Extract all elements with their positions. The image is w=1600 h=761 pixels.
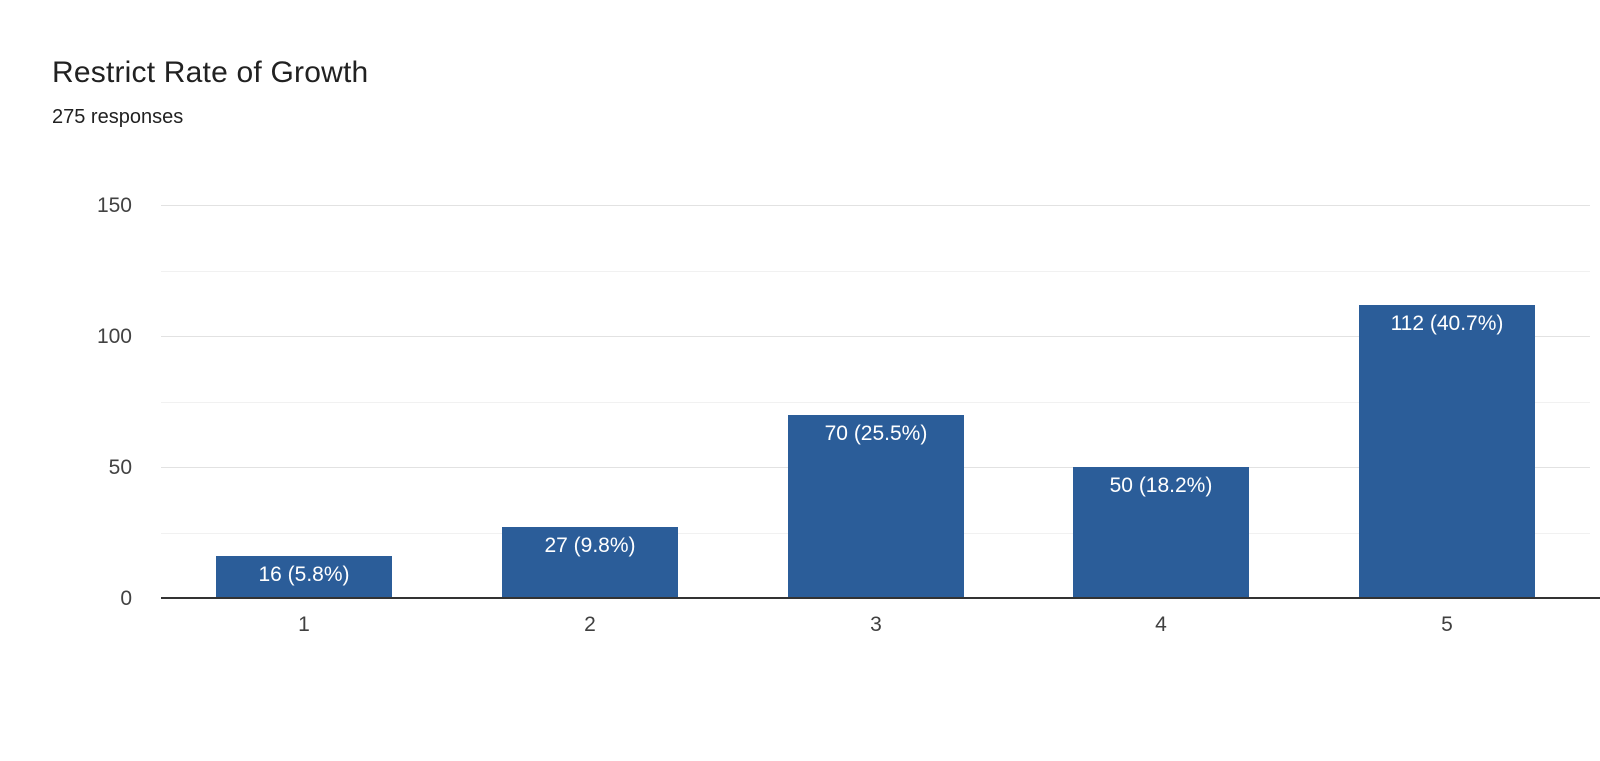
- x-axis-tick-label: 2: [584, 613, 596, 636]
- minor-gridline: [161, 402, 1590, 403]
- response-bar[interactable]: [1359, 305, 1535, 598]
- minor-gridline: [161, 271, 1590, 272]
- major-gridline: [161, 205, 1590, 206]
- response-bar[interactable]: [788, 415, 964, 598]
- x-axis-line: [161, 597, 1600, 599]
- response-bar[interactable]: [216, 556, 392, 598]
- y-axis-tick-label: 100: [96, 325, 132, 348]
- x-axis-tick-label: 1: [298, 613, 310, 636]
- x-axis-tick-label: 5: [1441, 613, 1453, 636]
- response-bar[interactable]: [502, 527, 678, 598]
- x-axis-tick-label: 3: [870, 613, 882, 636]
- response-count: 275 responses: [52, 106, 184, 128]
- response-bar[interactable]: [1073, 467, 1249, 598]
- chart-title: Restrict Rate of Growth: [52, 56, 369, 89]
- x-axis-tick-label: 4: [1155, 613, 1167, 636]
- major-gridline: [161, 336, 1590, 337]
- y-axis-tick-label: 150: [96, 194, 132, 217]
- y-axis-tick-label: 50: [108, 456, 132, 479]
- y-axis-tick-label: 0: [120, 587, 132, 610]
